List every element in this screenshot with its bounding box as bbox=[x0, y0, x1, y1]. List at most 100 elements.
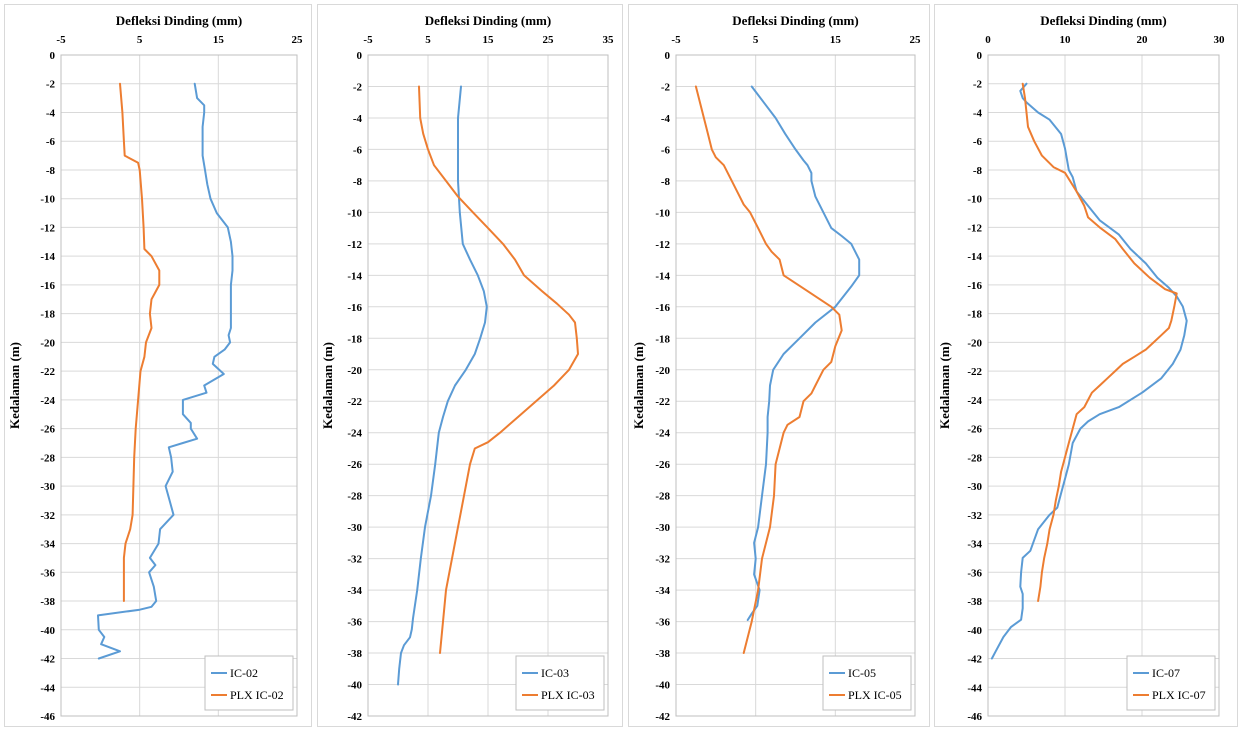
y-tick-label: -36 bbox=[967, 567, 982, 579]
y-tick-label: -26 bbox=[967, 424, 982, 436]
y-tick-label: -26 bbox=[655, 459, 670, 471]
series-line-plx-ic-07 bbox=[1021, 82, 1178, 602]
series-line-ic-03 bbox=[397, 85, 488, 686]
y-tick-label: -10 bbox=[40, 194, 55, 206]
y-tick-label: -12 bbox=[655, 239, 670, 251]
y-tick-label: -30 bbox=[40, 481, 55, 493]
y-tick-label: -32 bbox=[40, 510, 55, 522]
y-tick-label: -26 bbox=[347, 459, 362, 471]
y-tick-label: -38 bbox=[40, 596, 55, 608]
y-tick-label: -16 bbox=[40, 280, 55, 292]
y-tick-label: -6 bbox=[46, 136, 56, 148]
y-tick-label: -44 bbox=[40, 682, 55, 694]
legend-label: IC-02 bbox=[230, 666, 258, 680]
legend-label: IC-03 bbox=[541, 666, 569, 680]
y-tick-label: -42 bbox=[40, 654, 55, 666]
x-tick-label: -5 bbox=[671, 34, 681, 46]
x-tick-label: 5 bbox=[753, 34, 759, 46]
x-tick-label: 5 bbox=[425, 34, 431, 46]
y-tick-label: -38 bbox=[655, 648, 670, 660]
y-tick-label: -42 bbox=[967, 654, 982, 666]
chart-panel-ic03: 0 -2 -4 -6 -8 -10 -12 -14 -16 -18 -20 -22 -24 -26 -28 -… bbox=[317, 4, 623, 727]
y-tick-label: -38 bbox=[967, 596, 982, 608]
y-tick-label: -44 bbox=[967, 682, 982, 694]
y-tick-label: -10 bbox=[347, 207, 362, 219]
y-tick-label: -42 bbox=[655, 711, 670, 723]
y-tick-label: -30 bbox=[967, 481, 982, 493]
chart-panel-ic05: 0 -2 -4 -6 -8 -10 -12 -14 -16 -18 -20 -22 -24 -26 -28 -… bbox=[628, 4, 930, 727]
x-tick-label: 15 bbox=[213, 34, 225, 46]
y-tick-label: -18 bbox=[347, 333, 362, 345]
y-tick-label: -2 bbox=[353, 81, 363, 93]
y-tick-label: -4 bbox=[46, 107, 56, 119]
y-tick-label: -14 bbox=[40, 251, 55, 263]
y-tick-label: -22 bbox=[347, 396, 362, 408]
y-tick-label: -4 bbox=[353, 113, 363, 125]
x-tick-label: 5 bbox=[137, 34, 143, 46]
y-tick-label: -8 bbox=[46, 165, 56, 177]
y-tick-label: -28 bbox=[655, 491, 670, 503]
y-axis-title: Kedalaman (m) bbox=[7, 342, 22, 429]
y-tick-label: -32 bbox=[655, 554, 670, 566]
series-line-ic-07 bbox=[990, 82, 1188, 660]
x-tick-label: 0 bbox=[985, 34, 991, 46]
plot-area bbox=[675, 54, 916, 717]
y-tick-label: -20 bbox=[347, 365, 362, 377]
y-tick-label: -2 bbox=[661, 81, 671, 93]
legend-label: PLX IC-03 bbox=[541, 688, 595, 702]
x-tick-label: 30 bbox=[1214, 34, 1226, 46]
y-tick-label: -16 bbox=[347, 302, 362, 314]
y-axis-title: Kedalaman (m) bbox=[320, 342, 335, 429]
x-axis-title: Defleksi Dinding (mm) bbox=[732, 13, 858, 28]
chart-svg-ic03: 0 -2 -4 -6 -8 -10 -12 -14 -16 -18 -20 -22 -24 -26 -28 -… bbox=[320, 13, 614, 723]
y-tick-label: -14 bbox=[655, 270, 670, 282]
y-tick-label: -20 bbox=[40, 337, 55, 349]
y-tick-label: -18 bbox=[40, 309, 55, 321]
legend bbox=[515, 655, 605, 711]
x-tick-label: 10 bbox=[1060, 34, 1072, 46]
chart-panel-ic07: 0 -2 -4 -6 -8 -10 -12 -14 -16 -18 -20 -22 -24 -26 -28 -… bbox=[934, 4, 1238, 727]
y-tick-label: -24 bbox=[347, 428, 362, 440]
y-tick-label: -40 bbox=[347, 680, 362, 692]
legend-label: PLX IC-07 bbox=[1152, 688, 1206, 702]
series-line-plx-ic-05 bbox=[694, 85, 843, 654]
y-tick-label: -18 bbox=[655, 333, 670, 345]
y-tick-label: -8 bbox=[661, 176, 671, 188]
legend bbox=[822, 655, 912, 711]
y-tick-label: -8 bbox=[353, 176, 363, 188]
y-tick-label: -32 bbox=[347, 554, 362, 566]
chart-panel-ic02: 0 -2 -4 -6 -8 -10 -12 -14 -16 -18 -20 -22 -24 -26 -28 -… bbox=[4, 4, 312, 727]
y-tick-label: -2 bbox=[46, 79, 56, 91]
y-tick-label: -22 bbox=[967, 366, 982, 378]
y-tick-label: -38 bbox=[347, 648, 362, 660]
y-tick-label: -16 bbox=[967, 280, 982, 292]
y-tick-label: -14 bbox=[967, 251, 982, 263]
y-tick-label: -24 bbox=[655, 428, 670, 440]
y-tick-label: -24 bbox=[40, 395, 55, 407]
y-tick-label: -28 bbox=[40, 452, 55, 464]
y-tick-label: -6 bbox=[973, 136, 983, 148]
x-tick-label: -5 bbox=[56, 34, 66, 46]
y-tick-label: 0 bbox=[50, 50, 56, 62]
y-tick-label: -4 bbox=[973, 107, 983, 119]
x-tick-label: -5 bbox=[363, 34, 373, 46]
x-axis-title: Defleksi Dinding (mm) bbox=[425, 13, 551, 28]
y-tick-label: -12 bbox=[967, 222, 982, 234]
legend bbox=[1126, 655, 1216, 711]
y-tick-label: 0 bbox=[977, 50, 983, 62]
plot-area bbox=[60, 54, 298, 717]
y-tick-label: -40 bbox=[967, 625, 982, 637]
y-tick-label: -36 bbox=[40, 567, 55, 579]
y-axis-title: Kedalaman (m) bbox=[937, 342, 952, 429]
series-line-plx-ic-03 bbox=[418, 85, 579, 654]
x-axis-title: Defleksi Dinding (mm) bbox=[116, 13, 242, 28]
y-tick-label: -42 bbox=[347, 711, 362, 723]
y-tick-label: -46 bbox=[40, 711, 55, 723]
y-tick-label: -36 bbox=[347, 617, 362, 629]
y-tick-label: -28 bbox=[967, 452, 982, 464]
plot-area bbox=[987, 54, 1220, 717]
legend-label: PLX IC-05 bbox=[848, 688, 902, 702]
y-tick-label: -32 bbox=[967, 510, 982, 522]
y-tick-label: -12 bbox=[40, 222, 55, 234]
y-tick-label: -14 bbox=[347, 270, 362, 282]
